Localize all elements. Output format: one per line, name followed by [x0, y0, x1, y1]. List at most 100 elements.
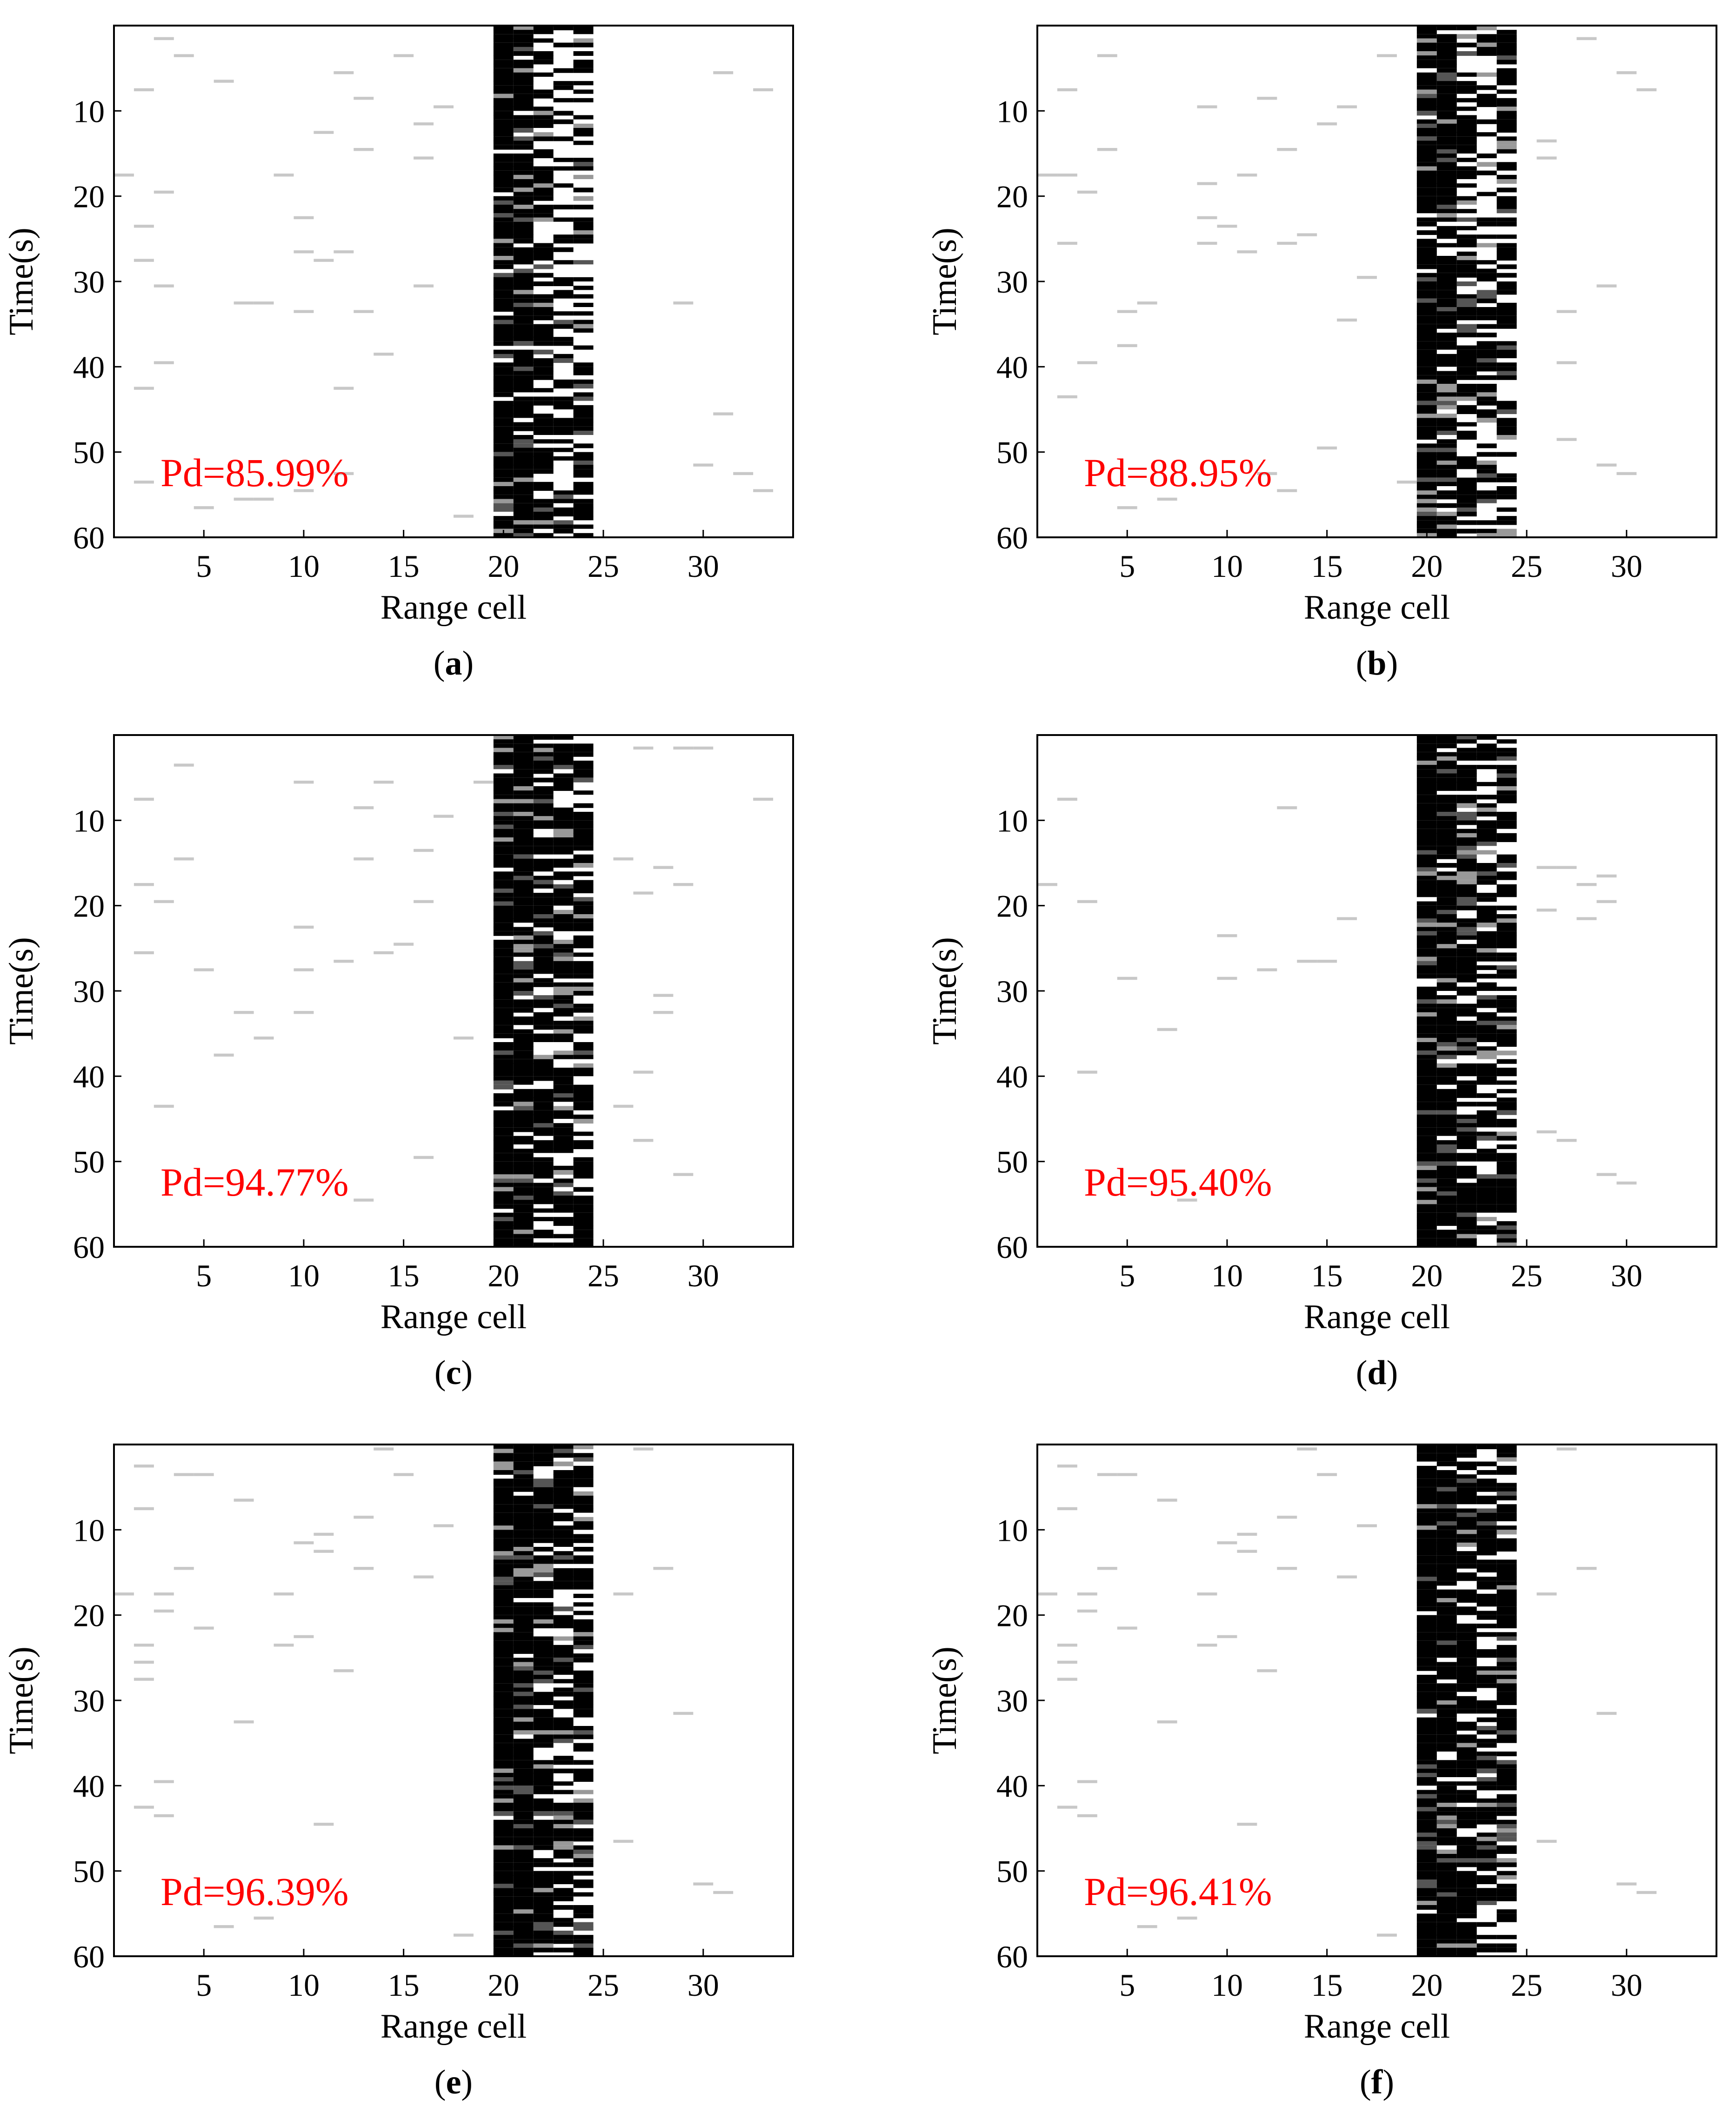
- detection-mark: [1456, 1003, 1477, 1008]
- detection-mark: [533, 452, 554, 457]
- detection-mark: [493, 846, 514, 851]
- detection-mark: [1496, 1794, 1517, 1799]
- detection-mark: [493, 179, 514, 184]
- detection-mark: [1416, 1106, 1437, 1110]
- detection-mark: [1436, 1913, 1457, 1919]
- detection-mark: [493, 1093, 514, 1098]
- x-tick-label: 15: [388, 1258, 420, 1293]
- detection-mark: [513, 196, 534, 201]
- x-tick-label: 10: [288, 1258, 320, 1293]
- detection-mark: [493, 1913, 514, 1919]
- false-alarm-mark: [673, 301, 694, 305]
- detection-mark: [533, 1768, 554, 1773]
- detection-mark: [513, 914, 534, 919]
- detection-mark: [1436, 1017, 1457, 1022]
- detection-mark: [533, 324, 554, 329]
- detection-mark: [513, 1670, 534, 1675]
- detection-mark: [1436, 1525, 1457, 1530]
- detection-mark: [1496, 1225, 1517, 1230]
- detection-mark: [493, 166, 514, 171]
- detection-mark: [1416, 820, 1437, 825]
- detection-mark: [1456, 1008, 1477, 1013]
- detection-mark: [553, 1781, 574, 1786]
- detection-mark: [513, 1234, 534, 1238]
- detection-mark: [1496, 1786, 1517, 1791]
- detection-mark: [533, 1875, 554, 1879]
- detection-mark: [1456, 1760, 1477, 1765]
- detection-mark: [533, 328, 554, 333]
- detection-mark: [573, 1760, 594, 1765]
- detection-mark: [1456, 1900, 1477, 1905]
- detection-mark: [1476, 807, 1497, 812]
- detection-mark: [1456, 1675, 1477, 1680]
- detection-mark: [573, 1161, 594, 1166]
- detection-mark: [1436, 1939, 1457, 1944]
- detection-mark: [1456, 1577, 1477, 1581]
- detection-mark: [1476, 469, 1497, 474]
- detection-mark: [1456, 1636, 1477, 1641]
- x-axis-label: Range cell: [381, 2007, 527, 2046]
- false-alarm-mark: [414, 122, 434, 126]
- detection-mark: [1436, 1478, 1457, 1484]
- detection-mark: [1476, 1478, 1497, 1484]
- detection-mark: [1456, 217, 1477, 222]
- target-detections: [493, 1445, 594, 1956]
- false-alarm-mark: [1117, 506, 1137, 509]
- detection-mark: [1436, 1046, 1457, 1051]
- detection-mark: [1416, 1632, 1437, 1637]
- detection-mark: [1416, 1636, 1437, 1641]
- detection-mark: [1436, 1871, 1457, 1876]
- false-alarm-mark: [753, 797, 774, 801]
- detection-mark: [1476, 982, 1497, 987]
- detection-mark: [1416, 1875, 1437, 1879]
- detection-mark: [1456, 170, 1477, 175]
- false-alarm-mark: [174, 763, 194, 767]
- detection-mark: [493, 461, 514, 466]
- detection-mark: [1436, 910, 1457, 914]
- detection-mark: [573, 1926, 594, 1931]
- detection-mark: [1476, 735, 1497, 740]
- detection-mark: [513, 1063, 534, 1068]
- detection-mark: [1476, 914, 1497, 919]
- detection-mark: [1456, 1153, 1477, 1158]
- false-alarm-mark: [1596, 900, 1617, 903]
- detection-mark: [1496, 1136, 1517, 1141]
- detection-mark: [573, 854, 594, 859]
- detection-mark: [1476, 986, 1497, 991]
- detection-mark: [1416, 765, 1437, 769]
- detection-mark: [1496, 1080, 1517, 1085]
- detection-mark: [1416, 1858, 1437, 1863]
- detection-mark: [1476, 1187, 1497, 1192]
- detection-mark: [1496, 264, 1517, 269]
- detection-mark: [1436, 1183, 1457, 1187]
- x-tick-label: 5: [196, 548, 212, 584]
- detection-mark: [1416, 1102, 1437, 1107]
- detection-mark: [1496, 89, 1517, 94]
- detection-mark: [553, 982, 574, 987]
- detection-mark: [1496, 1606, 1517, 1612]
- detection-mark: [1416, 1743, 1437, 1748]
- detection-mark: [533, 1709, 554, 1714]
- detection-mark: [493, 98, 514, 102]
- detection-mark: [533, 1589, 554, 1594]
- detection-mark: [493, 290, 514, 295]
- detection-mark: [1436, 1798, 1457, 1803]
- detection-mark: [1456, 1131, 1477, 1136]
- detection-mark: [553, 1008, 574, 1013]
- detection-mark: [513, 396, 534, 401]
- detection-mark: [1496, 999, 1517, 1004]
- detection-mark: [513, 1679, 534, 1684]
- detection-mark: [1456, 1572, 1477, 1578]
- false-alarm-mark: [354, 1198, 374, 1202]
- detection-mark: [1496, 1144, 1517, 1150]
- detection-mark: [513, 200, 534, 205]
- false-alarm-mark: [1197, 105, 1217, 108]
- detection-mark: [553, 956, 574, 962]
- detection-mark: [533, 1114, 554, 1119]
- detection-mark: [1436, 1144, 1457, 1150]
- detection-mark: [1416, 1568, 1437, 1572]
- detection-mark: [1496, 1200, 1517, 1204]
- false-alarm-mark: [613, 1592, 634, 1596]
- detection-mark: [513, 221, 534, 227]
- detection-mark: [513, 1461, 534, 1466]
